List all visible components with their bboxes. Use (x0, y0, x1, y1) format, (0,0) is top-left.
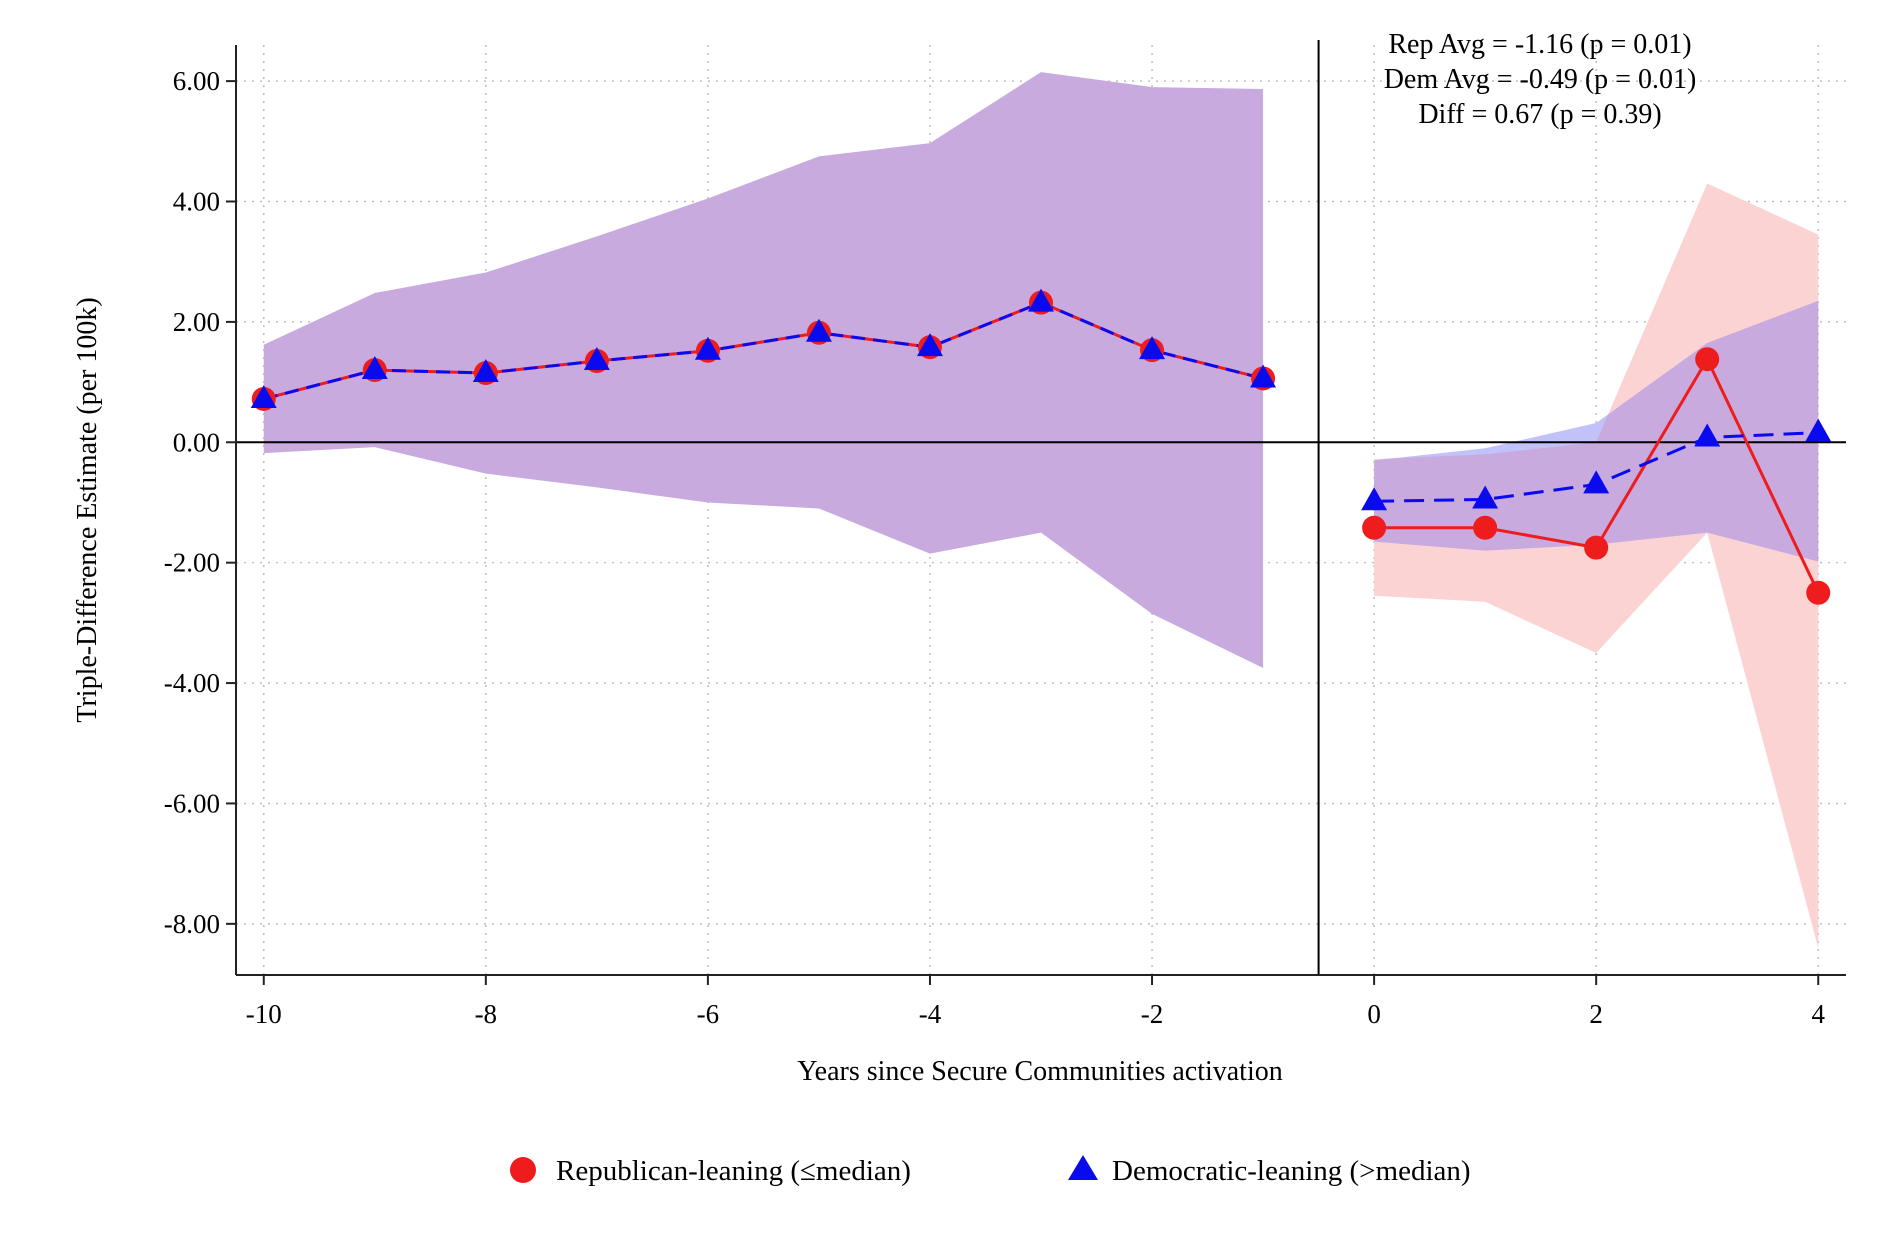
legend-item-republican: Republican-leaning (≤median) (510, 1155, 911, 1187)
marker-democratic (1805, 418, 1832, 442)
y-tick-label: 0.00 (173, 427, 220, 457)
x-tick-label: 2 (1589, 999, 1603, 1029)
legend-item-democratic: Democratic-leaning (>median) (1068, 1155, 1471, 1187)
reference-lines (236, 40, 1846, 975)
annotation-block: Rep Avg = -1.16 (p = 0.01) Dem Avg = -0.… (1384, 29, 1697, 130)
marker-republican (1695, 347, 1720, 372)
x-tick-label: -10 (246, 999, 282, 1029)
y-tick-label: 6.00 (173, 66, 220, 96)
y-axis-title: Triple-Difference Estimate (per 100k) (72, 297, 103, 722)
marker-democratic (1694, 423, 1721, 447)
marker-republican (1584, 535, 1609, 560)
legend: Republican-leaning (≤median) Democratic-… (510, 1155, 1471, 1187)
marker-democratic (361, 356, 388, 380)
marker-democratic (1361, 487, 1388, 511)
ci-band-post-republican (1374, 183, 1819, 948)
legend-marker-triangle (1068, 1155, 1098, 1180)
y-tick-label: 2.00 (173, 307, 220, 337)
y-tick-label: -2.00 (164, 548, 220, 578)
series-markers (250, 288, 1832, 605)
y-tick-label: -6.00 (164, 788, 220, 818)
marker-democratic (694, 336, 721, 360)
ci-band-pre-overlap (263, 72, 1264, 669)
marker-democratic (583, 347, 610, 371)
legend-label-republican: Republican-leaning (≤median) (556, 1155, 911, 1187)
ci-band-post-overlap (1374, 300, 1819, 562)
marker-republican (1362, 515, 1387, 540)
y-tick-label: -8.00 (164, 909, 220, 939)
legend-marker-circle (510, 1157, 536, 1183)
annotation-diff: Diff = 0.67 (p = 0.39) (1418, 99, 1661, 130)
marker-democratic (1250, 364, 1277, 388)
annotation-dem-avg: Dem Avg = -0.49 (p = 0.01) (1384, 64, 1697, 95)
tick-labels: 6.00 4.00 2.00 0.00 -2.00 -4.00 -6.00 -8.00 -10 -… (164, 66, 1826, 1029)
axes (235, 45, 1846, 976)
legend-label-democratic: Democratic-leaning (>median) (1112, 1155, 1471, 1187)
marker-democratic (472, 359, 499, 383)
x-axis-title: Years since Secure Communities activatio… (797, 1056, 1283, 1087)
line-republican-pre (263, 301, 1264, 401)
x-tick-label: -2 (1141, 999, 1164, 1029)
x-tick-label: 0 (1367, 999, 1381, 1029)
x-tick-label: -6 (697, 999, 720, 1029)
marker-democratic (250, 384, 277, 408)
x-tick-label: -4 (919, 999, 942, 1029)
marker-democratic (916, 333, 943, 357)
marker-democratic (1028, 288, 1054, 312)
y-tick-label: -4.00 (164, 668, 220, 698)
marker-republican (1806, 580, 1831, 605)
marker-republican (1473, 515, 1498, 540)
marker-democratic (1583, 470, 1610, 494)
marker-democratic (805, 318, 832, 342)
x-tick-label: -8 (475, 999, 498, 1029)
y-tick-label: 4.00 (173, 187, 220, 217)
x-tick-label: 4 (1811, 999, 1825, 1029)
annotation-rep-avg: Rep Avg = -1.16 (p = 0.01) (1388, 29, 1691, 60)
marker-democratic (1139, 336, 1166, 360)
marker-democratic (1472, 485, 1499, 509)
confidence-bands (263, 72, 1819, 948)
